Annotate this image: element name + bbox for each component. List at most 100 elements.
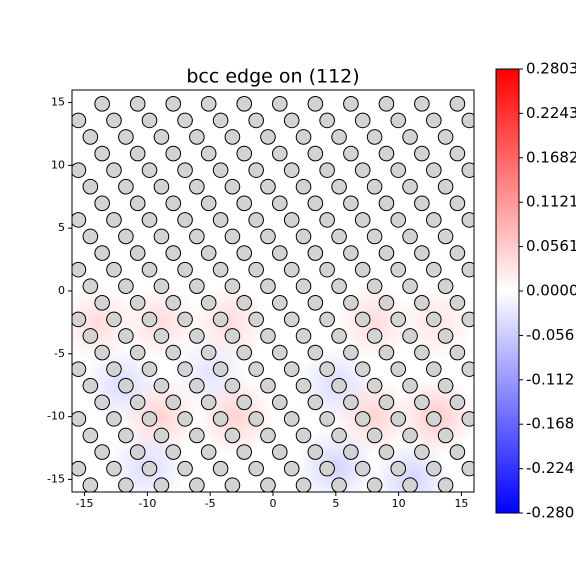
atom: [200, 295, 217, 311]
atom: [118, 129, 134, 145]
atom: [271, 444, 288, 460]
atom: [165, 394, 182, 411]
atom: [426, 261, 442, 278]
atom: [390, 162, 407, 178]
atom: [283, 361, 300, 377]
atom: [378, 344, 395, 361]
atom: [461, 212, 474, 228]
y-tick-label: 15: [51, 96, 65, 109]
atom: [129, 394, 146, 411]
atom: [414, 145, 430, 162]
atom: [271, 245, 288, 261]
atom: [378, 295, 395, 311]
atom: [248, 162, 264, 178]
atom: [414, 344, 430, 361]
atom: [118, 427, 134, 444]
atom: [141, 162, 158, 178]
atom: [295, 328, 312, 344]
chart-title: bcc edge on (112): [186, 66, 359, 88]
atom: [212, 212, 229, 228]
atom: [461, 460, 474, 477]
atom: [366, 328, 383, 344]
atom: [378, 245, 395, 261]
atom: [236, 245, 253, 261]
atom: [461, 361, 474, 377]
atom: [331, 377, 347, 394]
atom: [437, 278, 454, 295]
atom: [224, 427, 241, 444]
atom: [390, 212, 407, 228]
atom: [224, 129, 241, 145]
field-blob: [295, 426, 376, 492]
atom: [212, 311, 229, 328]
atom: [189, 377, 205, 394]
y-tick-label: 5: [58, 221, 65, 234]
atom: [94, 145, 110, 162]
atom: [165, 295, 182, 311]
atom: [414, 394, 430, 411]
atom: [390, 411, 407, 427]
atom: [94, 195, 110, 212]
atom: [271, 295, 288, 311]
atom: [402, 129, 418, 145]
y-tick-label: 0: [58, 284, 65, 297]
atom: [307, 145, 324, 162]
atom: [402, 278, 418, 295]
atom: [366, 477, 383, 492]
atom: [212, 261, 229, 278]
atom: [200, 195, 217, 212]
atom: [212, 460, 229, 477]
atom: [141, 411, 158, 427]
atom: [307, 96, 324, 112]
atom: [307, 444, 324, 460]
atom: [437, 228, 454, 245]
atom: [236, 394, 253, 411]
atom: [165, 344, 182, 361]
atom: [461, 162, 474, 178]
atom: [72, 162, 87, 178]
atom: [236, 295, 253, 311]
atom: [354, 311, 371, 328]
atom: [248, 112, 264, 129]
atom: [177, 162, 193, 178]
atom: [414, 295, 430, 311]
atom: [129, 195, 146, 212]
atom: [236, 145, 253, 162]
atom: [402, 178, 418, 195]
atom: [118, 178, 134, 195]
atom: [402, 228, 418, 245]
atom: [271, 394, 288, 411]
atom: [426, 162, 442, 178]
atom: [461, 112, 474, 129]
atom: [200, 344, 217, 361]
atom: [189, 477, 205, 492]
atom: [307, 394, 324, 411]
atom: [153, 427, 170, 444]
atom: [390, 261, 407, 278]
atom: [177, 261, 193, 278]
atom: [248, 361, 264, 377]
x-tick-label: 5: [332, 497, 339, 510]
atom: [141, 261, 158, 278]
atom: [82, 278, 99, 295]
atom: [437, 328, 454, 344]
atom: [153, 377, 170, 394]
atom: [129, 145, 146, 162]
atom: [378, 145, 395, 162]
atom: [331, 129, 347, 145]
atom: [449, 295, 466, 311]
atoms: [72, 96, 474, 492]
atom: [343, 145, 359, 162]
atom: [319, 361, 335, 377]
colorbar-tick-label: -0.056: [526, 326, 574, 344]
atom: [224, 178, 241, 195]
atom: [402, 377, 418, 394]
atom: [72, 212, 87, 228]
atom: [354, 112, 371, 129]
atom: [331, 427, 347, 444]
atom: [354, 411, 371, 427]
atom: [354, 261, 371, 278]
atom: [319, 261, 335, 278]
atom: [343, 96, 359, 112]
atom: [200, 444, 217, 460]
